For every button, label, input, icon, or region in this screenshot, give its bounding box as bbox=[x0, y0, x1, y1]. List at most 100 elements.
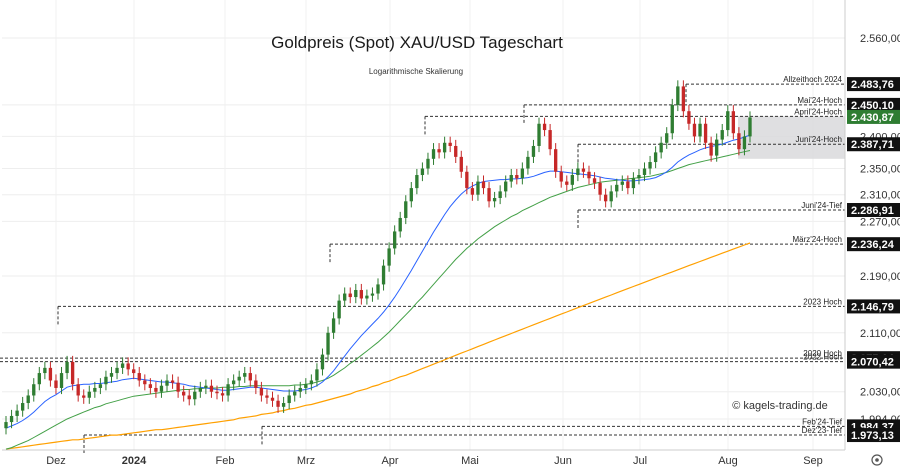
candle-body bbox=[93, 387, 97, 392]
x-tick-label: Mrz bbox=[297, 455, 315, 467]
candle-body bbox=[148, 384, 153, 388]
candle-body bbox=[642, 168, 647, 176]
candle-body bbox=[276, 400, 280, 407]
candle-body bbox=[343, 293, 347, 301]
candle-body bbox=[648, 162, 652, 169]
candle-body bbox=[470, 188, 475, 195]
level-badge bbox=[847, 203, 900, 218]
candle-body bbox=[120, 363, 125, 368]
candle-body bbox=[198, 387, 202, 392]
candle-body bbox=[715, 139, 719, 156]
candle-body bbox=[565, 181, 569, 185]
candles bbox=[4, 80, 752, 435]
level-badge-text: 1.973,13 bbox=[851, 430, 894, 442]
candle-body bbox=[376, 284, 380, 294]
candle-body bbox=[526, 156, 530, 169]
candle-body bbox=[220, 393, 225, 396]
x-tick-label: Jun bbox=[554, 455, 572, 467]
candle-body bbox=[442, 142, 447, 153]
candle-body bbox=[37, 373, 41, 385]
candle-body bbox=[603, 194, 608, 202]
candle-body bbox=[15, 410, 19, 416]
candle-body bbox=[187, 395, 191, 400]
candle-body bbox=[637, 175, 641, 179]
level-badge-text: 2.070,42 bbox=[851, 357, 894, 369]
candle-body bbox=[676, 86, 680, 105]
candle-body bbox=[204, 385, 208, 388]
level-badge bbox=[847, 299, 900, 314]
candle-body bbox=[454, 145, 458, 157]
candle-body bbox=[287, 395, 291, 404]
level-label: Dez'23-Tief bbox=[802, 426, 843, 435]
price-badges: 2.483,762.450,102.431,782.387,712.286,91… bbox=[847, 77, 900, 443]
candle-body bbox=[348, 293, 352, 298]
level-label: Juni'24-Tief bbox=[801, 201, 843, 210]
candle-body bbox=[170, 380, 175, 383]
gear-icon[interactable] bbox=[871, 454, 883, 466]
candle-body bbox=[520, 168, 525, 179]
candle-body bbox=[698, 123, 702, 137]
x-tick-label: 2024 bbox=[122, 455, 147, 467]
candle-body bbox=[248, 373, 252, 381]
y-tick-label: 2.190,00 bbox=[860, 271, 900, 283]
x-tick-label: Feb bbox=[216, 455, 235, 467]
candle-body bbox=[70, 361, 75, 385]
level-label: März'24-Hoch bbox=[792, 235, 842, 244]
candle-body bbox=[548, 130, 552, 150]
candle-body bbox=[465, 171, 469, 189]
candle-body bbox=[326, 332, 330, 355]
candle-body bbox=[659, 142, 663, 153]
candle-body bbox=[309, 380, 314, 385]
candle-body bbox=[598, 182, 602, 195]
y-tick-label: 2.310,00 bbox=[860, 190, 900, 202]
level-label: Allzeithoch 2024 bbox=[783, 75, 842, 84]
x-tick-label: Aug bbox=[718, 455, 738, 467]
candle-body bbox=[615, 184, 619, 192]
moving-averages bbox=[5, 134, 751, 450]
candle-body bbox=[304, 384, 308, 388]
candle-body bbox=[315, 369, 319, 381]
candle-body bbox=[592, 178, 597, 183]
price-zone bbox=[738, 116, 845, 159]
level-label: Feb'24-Tief bbox=[802, 417, 843, 426]
candle-body bbox=[209, 385, 214, 392]
level-badge-text: 2.146,79 bbox=[851, 301, 894, 313]
level-badge bbox=[847, 77, 900, 92]
x-axis: Dez 2024 Feb Mrz Apr Mai Jun Jul Aug Sep bbox=[2, 449, 845, 467]
level-badge-text: 2.450,10 bbox=[851, 100, 894, 112]
candle-body bbox=[620, 181, 624, 185]
x-tick-label: Sep bbox=[803, 455, 823, 467]
candle-body bbox=[748, 117, 752, 137]
level-label: 2023 Hoch bbox=[803, 297, 842, 306]
candle-body bbox=[154, 387, 158, 392]
candle-body bbox=[254, 380, 258, 388]
candle-body bbox=[559, 171, 563, 182]
candle-body bbox=[109, 373, 114, 377]
scale-note: Logarithmische Skalierung bbox=[369, 67, 463, 76]
candle-body bbox=[281, 403, 286, 407]
x-tick-label: Apr bbox=[381, 455, 398, 467]
y-tick-label: 2.110,00 bbox=[860, 328, 900, 340]
candle-body bbox=[531, 145, 536, 157]
candle-body bbox=[387, 248, 391, 266]
candle-body bbox=[459, 156, 463, 172]
candle-body bbox=[9, 415, 14, 423]
candle-body bbox=[298, 387, 302, 392]
candle-body bbox=[331, 318, 336, 333]
candle-body bbox=[87, 391, 91, 398]
candle-body bbox=[182, 391, 186, 396]
level-badge-text: 2.286,91 bbox=[851, 205, 894, 217]
candle-body bbox=[653, 152, 658, 163]
candle-body bbox=[692, 123, 697, 137]
candle-body bbox=[265, 395, 269, 398]
candle-body bbox=[132, 369, 136, 374]
candle-body bbox=[165, 380, 169, 386]
candle-body bbox=[498, 191, 502, 198]
candle-body bbox=[570, 175, 574, 185]
candle-body bbox=[115, 367, 119, 374]
candle-body bbox=[415, 175, 419, 189]
candle-body bbox=[720, 130, 724, 140]
current-price-badge-text: 2.430,87 bbox=[851, 112, 894, 124]
candle-body bbox=[437, 149, 441, 153]
